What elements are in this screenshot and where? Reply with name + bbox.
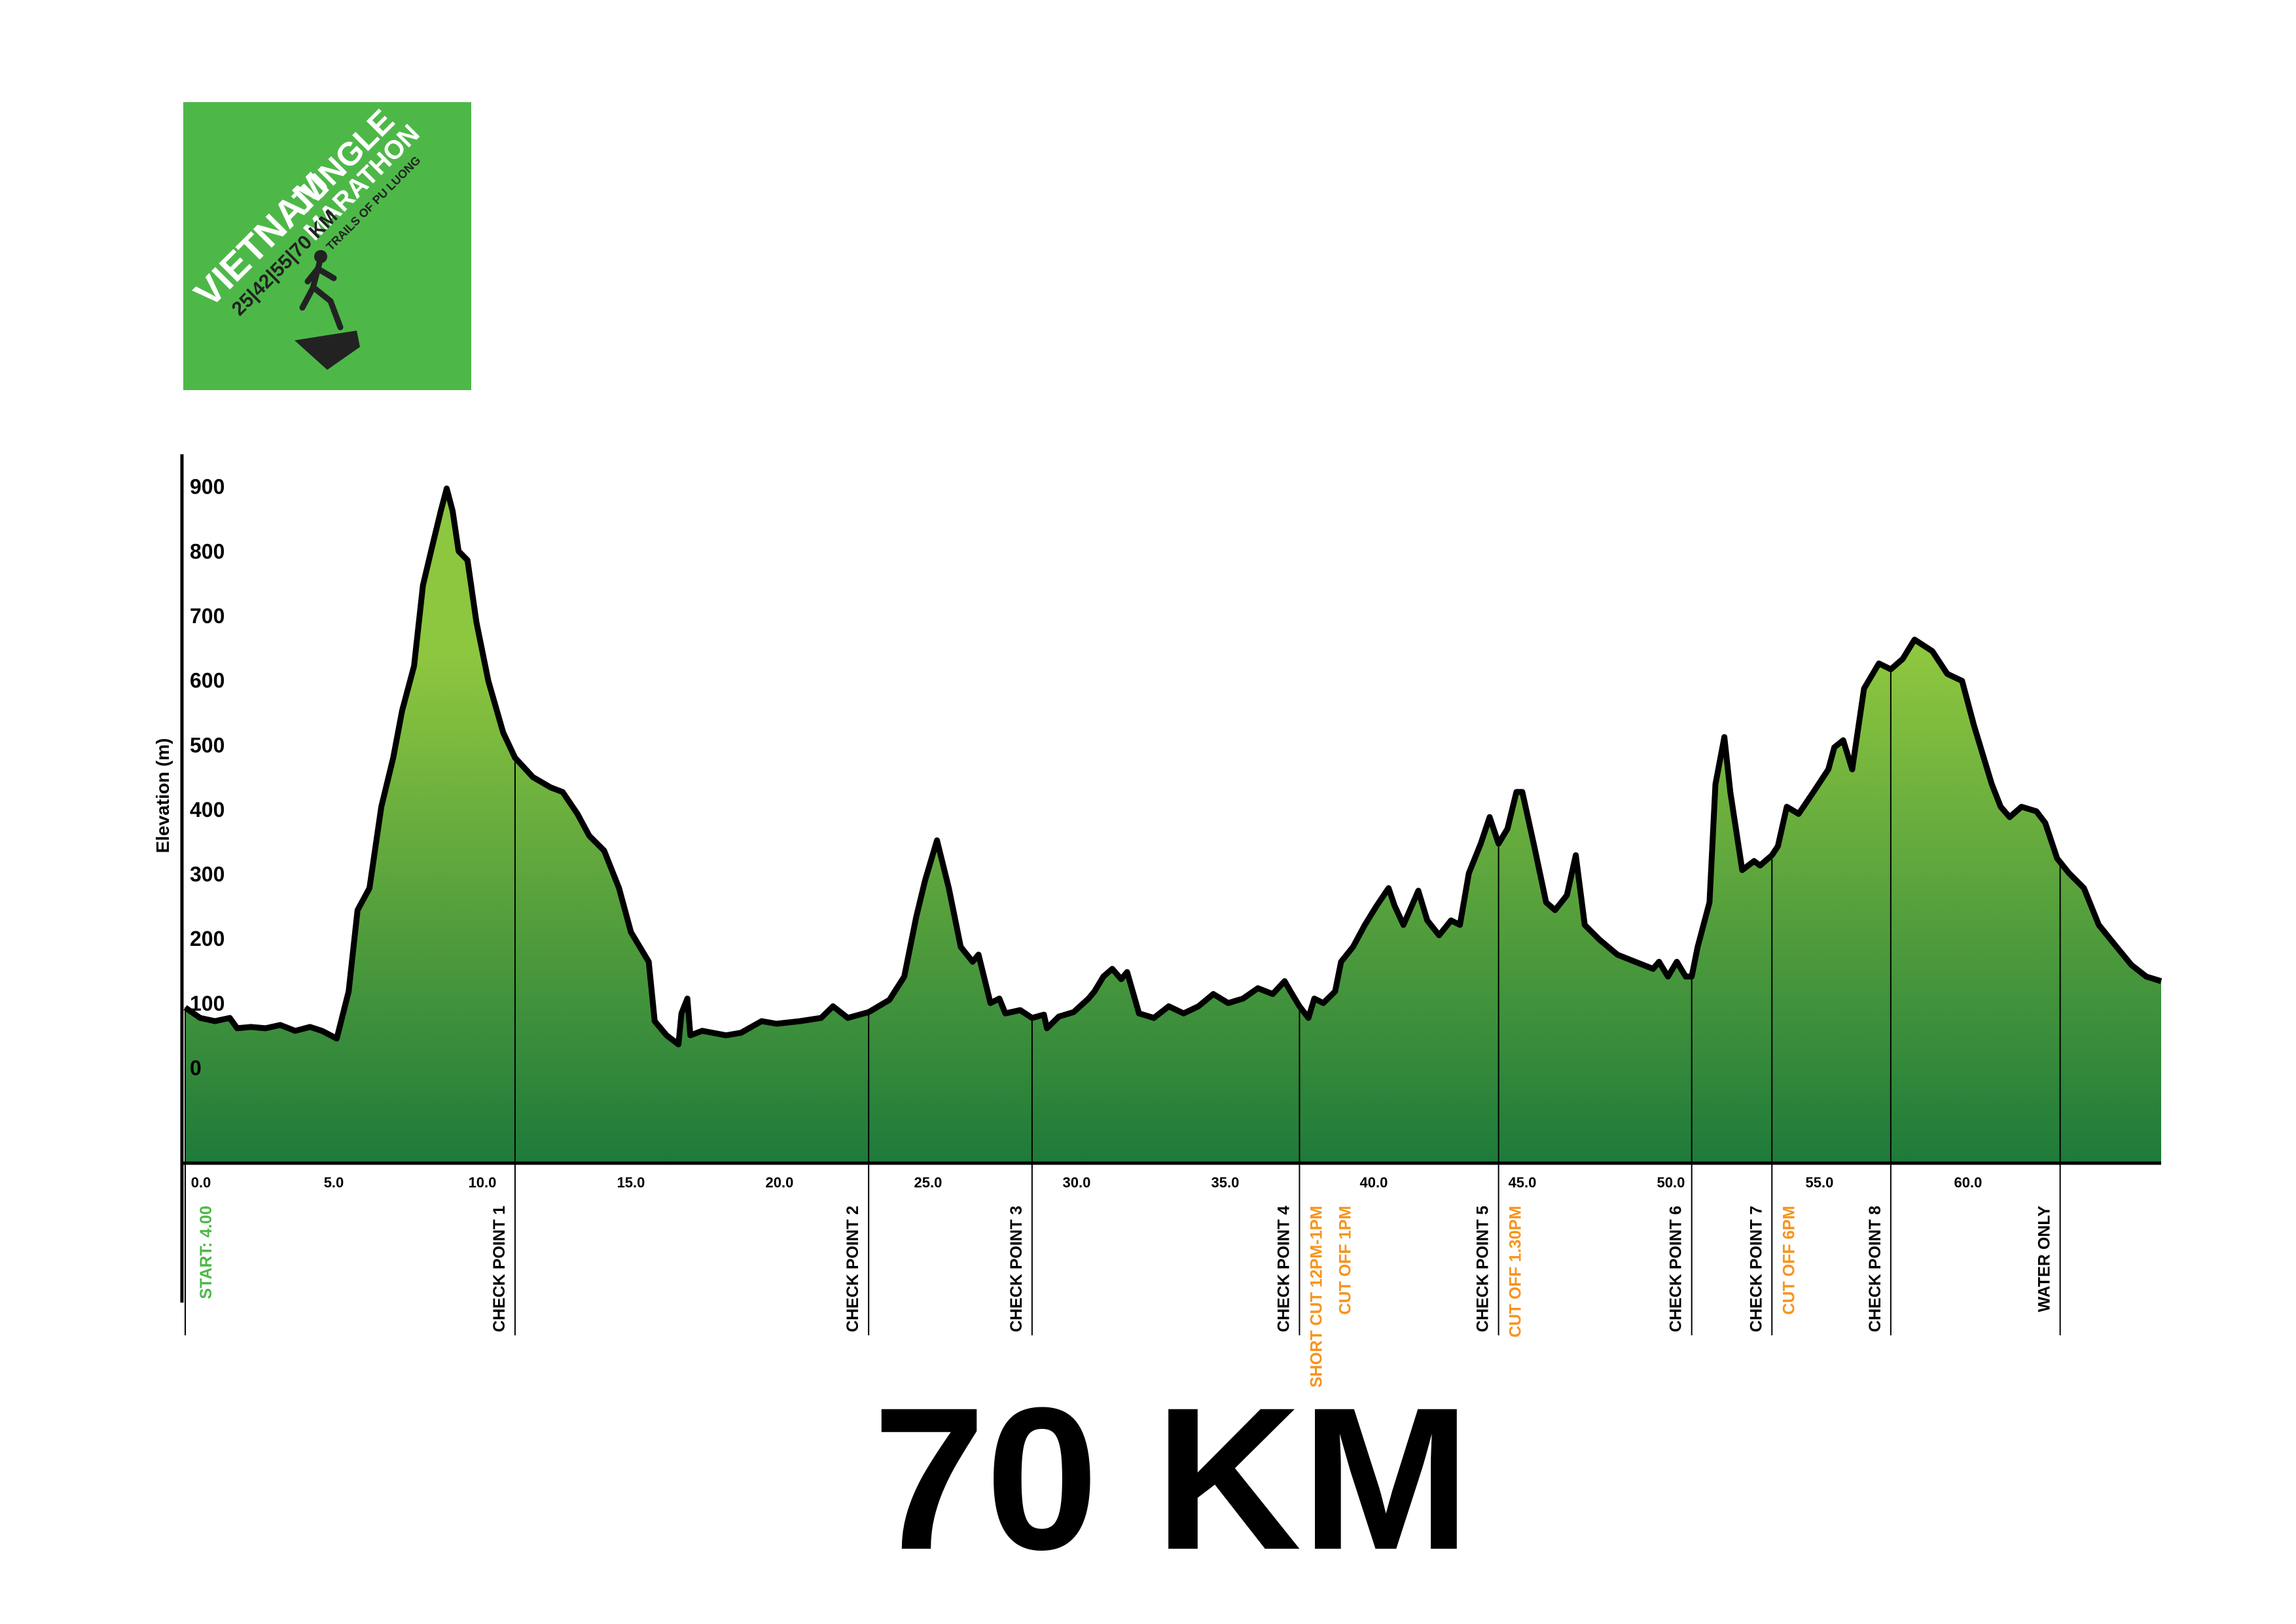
x-tick-label: 55.0 [1806,1174,1834,1191]
x-tick-label: 30.0 [1063,1174,1091,1191]
chart-title: 70 KM [872,1365,1470,1592]
y-tick-label: 900 [190,475,224,499]
x-tick-label: 25.0 [914,1174,942,1191]
y-tick-label: 0 [190,1056,202,1079]
x-tick-label: 40.0 [1360,1174,1388,1191]
y-tick-label: 100 [190,992,224,1015]
checkpoint-label: CHECK POINT 1 [490,1206,509,1332]
y-axis-label: Elevation (m) [152,738,173,854]
y-tick-label: 500 [190,733,224,757]
logo-runner [299,260,344,331]
plot: START: 4.00 CHECK POINT 1 CHECK POINT 2 CHE… [180,454,2162,1388]
logo-mountain [295,331,360,370]
y-tick-label: 200 [190,927,224,950]
x-tick-label: 60.0 [1954,1174,1982,1191]
checkpoint-note: CUT OFF 1PM [1336,1206,1354,1315]
y-tick-label: 800 [190,539,224,563]
checkpoint-label: WATER ONLY [2036,1206,2054,1312]
y-tick-label: 700 [190,604,224,628]
checkpoint-label: CHECK POINT 5 [1474,1206,1492,1332]
checkpoint-note: CUT OFF 6PM [1780,1206,1798,1315]
checkpoint-label: CHECK POINT 6 [1667,1206,1685,1332]
x-tick-label: 15.0 [617,1174,645,1191]
checkpoint-label: CHECK POINT 8 [1866,1206,1884,1332]
checkpoint-note: SHORT CUT 12PM-1PM [1307,1206,1325,1388]
checkpoint-note: CUT OFF 1.30PM [1507,1206,1525,1337]
logo-runner [314,250,327,263]
x-tick-label: 20.0 [766,1174,794,1191]
logo: VIETNAM JUNGLE MARATHON 25|42|55|70 KM T… [183,102,471,390]
elevation-line [183,485,2162,1047]
x-tick-label: 0.0 [191,1174,211,1191]
checkpoint-label: CHECK POINT 3 [1007,1206,1026,1332]
checkpoint-label: CHECK POINT 2 [844,1206,862,1332]
x-tick-label: 45.0 [1509,1174,1537,1191]
x-tick-label: 10.0 [469,1174,497,1191]
x-tick-label: 35.0 [1211,1174,1240,1191]
x-tick-label: 50.0 [1657,1174,1685,1191]
y-tick-label: 400 [190,798,224,821]
y-tick-label: 600 [190,669,224,693]
y-tick-label: 300 [190,863,224,886]
checkpoint-label: CHECK POINT 4 [1274,1206,1293,1332]
elevation-area [185,488,2161,1163]
x-tick-label: 5.0 [324,1174,344,1191]
checkpoint-label: START: 4.00 [197,1206,215,1299]
checkpoint-label: CHECK POINT 7 [1747,1206,1765,1332]
